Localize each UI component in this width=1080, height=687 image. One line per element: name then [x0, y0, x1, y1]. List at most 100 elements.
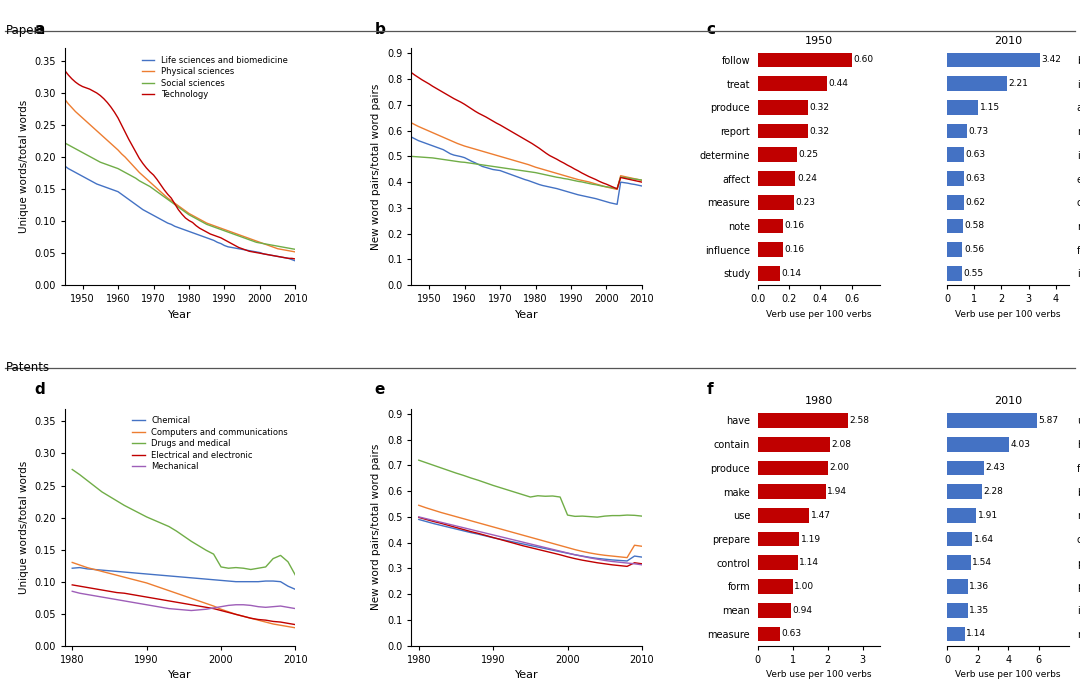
- Electrical and electronic: [73, 582, 86, 590]
- Text: c: c: [706, 22, 716, 37]
- Bar: [947, 148, 964, 162]
- Drugs and medical: [170, 527, 183, 535]
- Physical sciences: [289, 248, 302, 256]
- Text: d: d: [35, 383, 45, 397]
- Mechanical: [200, 605, 213, 613]
- Mechanical: [252, 602, 265, 611]
- Computers and communications: [140, 579, 153, 587]
- Text: 3.42: 3.42: [1041, 56, 1062, 65]
- Computers and communications: [133, 577, 146, 585]
- Computers and communications: [162, 587, 175, 595]
- Chemical: [125, 569, 138, 577]
- Chemical: [110, 567, 123, 576]
- Electrical and electronic: [66, 581, 79, 589]
- Chemical: [289, 585, 302, 594]
- Line: Electrical and electronic: Electrical and electronic: [72, 585, 296, 624]
- Chemical: [229, 578, 242, 586]
- Drugs and medical: [259, 563, 272, 571]
- Bar: [758, 460, 827, 475]
- Technology: [271, 252, 284, 260]
- Electrical and electronic: [170, 598, 183, 607]
- Drugs and medical: [185, 537, 198, 545]
- Bar: [947, 76, 1007, 91]
- Drugs and medical: [156, 519, 168, 528]
- Text: a: a: [35, 22, 45, 37]
- X-axis label: Verb use per 100 verbs: Verb use per 100 verbs: [956, 310, 1061, 319]
- Mechanical: [110, 596, 123, 604]
- Bar: [758, 413, 848, 428]
- Chemical: [103, 567, 116, 575]
- Computers and communications: [148, 581, 161, 589]
- Text: 5.87: 5.87: [1038, 416, 1058, 425]
- X-axis label: Verb use per 100 verbs: Verb use per 100 verbs: [766, 671, 872, 679]
- Bar: [758, 532, 799, 546]
- Bar: [758, 484, 825, 499]
- Legend: Chemical, Computers and communications, Drugs and medical, Electrical and electr: Chemical, Computers and communications, …: [129, 413, 292, 475]
- Line: Technology: Technology: [65, 71, 296, 259]
- Computers and communications: [215, 605, 228, 613]
- Technology: [158, 185, 171, 194]
- Bar: [947, 437, 1009, 451]
- Text: 1.54: 1.54: [972, 559, 993, 567]
- Bar: [758, 195, 794, 210]
- Text: 0.63: 0.63: [966, 150, 986, 159]
- Text: 0.56: 0.56: [964, 245, 984, 254]
- Line: Physical sciences: Physical sciences: [65, 100, 296, 252]
- Mechanical: [207, 604, 220, 612]
- Title: 2010: 2010: [994, 396, 1022, 407]
- Text: 2.58: 2.58: [849, 416, 869, 425]
- Bar: [947, 218, 963, 234]
- Title: 2010: 2010: [994, 36, 1022, 46]
- Electrical and electronic: [185, 600, 198, 609]
- Text: 1.35: 1.35: [969, 606, 989, 615]
- Text: 0.55: 0.55: [963, 269, 984, 278]
- Mechanical: [81, 590, 94, 598]
- Drugs and medical: [222, 564, 235, 572]
- Bar: [758, 627, 780, 641]
- Mechanical: [66, 587, 79, 596]
- Bar: [947, 460, 984, 475]
- Bar: [947, 532, 972, 546]
- Bar: [947, 171, 964, 186]
- X-axis label: Verb use per 100 verbs: Verb use per 100 verbs: [766, 310, 872, 319]
- Drugs and medical: [215, 563, 228, 571]
- Mechanical: [133, 599, 146, 607]
- Text: 1.91: 1.91: [977, 511, 998, 520]
- Title: 1950: 1950: [805, 36, 833, 46]
- Text: 1.64: 1.64: [974, 534, 994, 543]
- Text: 0.62: 0.62: [966, 198, 986, 207]
- Text: 1.00: 1.00: [794, 582, 814, 591]
- Technology: [240, 246, 253, 254]
- Drugs and medical: [140, 513, 153, 521]
- Physical sciences: [94, 130, 107, 138]
- Bar: [947, 100, 978, 115]
- Mechanical: [282, 603, 295, 611]
- Drugs and medical: [73, 471, 86, 479]
- Mechanical: [162, 605, 175, 613]
- Mechanical: [274, 602, 287, 610]
- X-axis label: Year: Year: [515, 310, 539, 320]
- Computers and communications: [237, 612, 249, 620]
- Computers and communications: [125, 575, 138, 583]
- Physical sciences: [130, 164, 143, 172]
- Text: 1.14: 1.14: [966, 629, 986, 638]
- Chemical: [133, 570, 146, 578]
- Mechanical: [89, 592, 102, 600]
- Mechanical: [289, 605, 302, 613]
- Technology: [130, 148, 143, 156]
- Chemical: [156, 571, 168, 579]
- X-axis label: Year: Year: [168, 671, 192, 680]
- Life sciences and biomedicine: [271, 252, 284, 260]
- Bar: [947, 627, 964, 641]
- Chemical: [81, 565, 94, 573]
- Social sciences: [94, 158, 107, 166]
- Chemical: [177, 573, 190, 581]
- Bar: [758, 603, 791, 618]
- Drugs and medical: [207, 550, 220, 559]
- Social sciences: [130, 174, 143, 182]
- Computers and communications: [222, 608, 235, 616]
- Electrical and electronic: [244, 614, 257, 622]
- Text: 0.16: 0.16: [785, 221, 805, 230]
- Technology: [94, 91, 107, 100]
- Text: 0.94: 0.94: [792, 606, 812, 615]
